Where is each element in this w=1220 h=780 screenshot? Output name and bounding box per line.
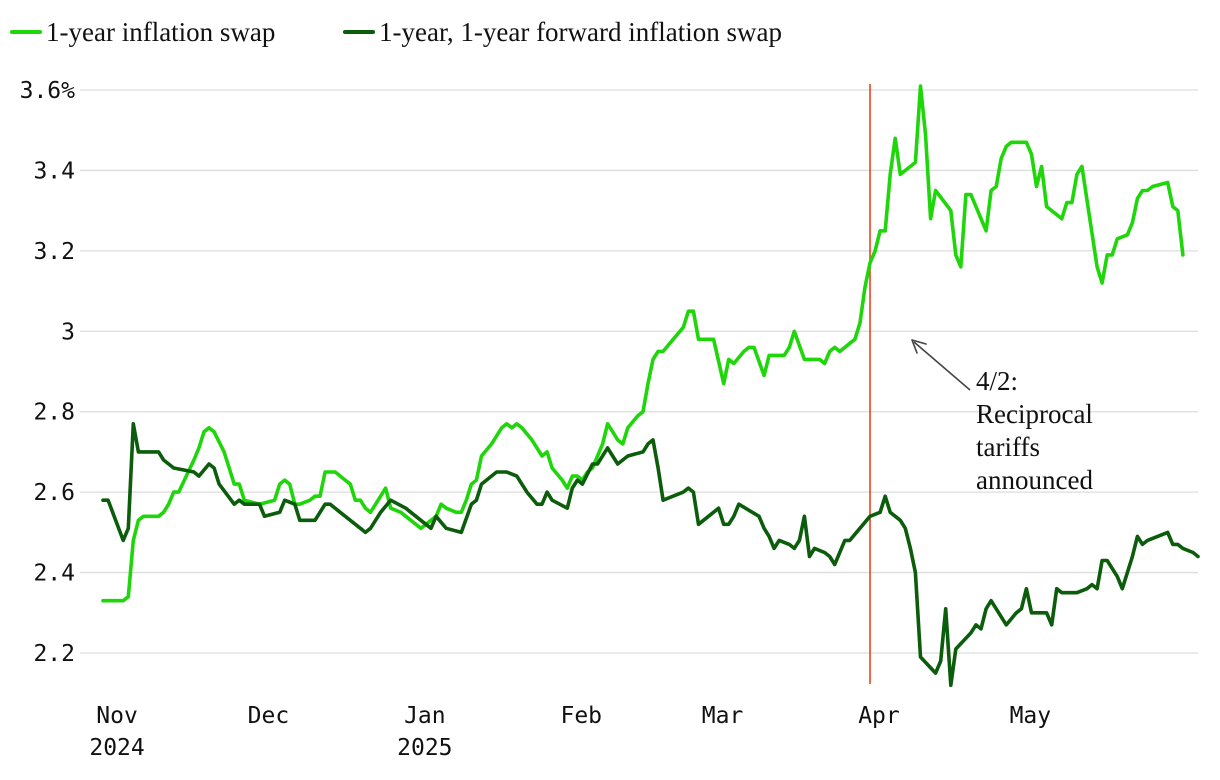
legend-label: 1-year inflation swap <box>46 17 275 47</box>
legend-label: 1-year, 1-year forward inflation swap <box>379 17 782 47</box>
y-tick-label: 3.2 <box>33 239 75 265</box>
series-1yr-1yr-forward-inflation-swap-line <box>101 422 1200 687</box>
series-lines <box>101 84 1200 687</box>
x-tick-year-label: 2024 <box>89 735 144 761</box>
x-tick-label: Nov <box>96 703 138 729</box>
x-tick-label: Dec <box>248 703 290 729</box>
y-tick-label: 3.4 <box>33 158 75 184</box>
y-tick-label: 2.6 <box>33 480 75 506</box>
x-axis-ticks: Nov 2024 Dec Jan 2025 Feb Mar Apr May <box>89 703 1051 761</box>
y-tick-label: 3 <box>61 319 75 345</box>
legend: 1-year inflation swap 1-year, 1-year forw… <box>10 17 782 47</box>
y-tick-label: 2.4 <box>33 561 75 587</box>
annotation-text: tariffs <box>976 432 1040 462</box>
annotation-arrowhead <box>911 339 927 354</box>
y-tick-label: 3.6% <box>20 78 76 104</box>
y-tick-label: 2.8 <box>33 400 75 426</box>
x-tick-label: Feb <box>560 703 602 729</box>
series-1yr-inflation-swap-line <box>101 84 1185 603</box>
x-tick-label: Apr <box>858 703 900 729</box>
annotation-text: Reciprocal <box>976 399 1093 429</box>
y-axis-ticks: 3.6% 3.4 3.2 3 2.8 2.6 2.4 2.2 <box>20 78 76 667</box>
annotation-text: 4/2: <box>976 366 1018 396</box>
annotation-text: announced <box>976 465 1093 495</box>
x-tick-label: Jan <box>404 703 446 729</box>
y-tick-label: 2.2 <box>33 641 75 667</box>
annotation-arrow <box>913 341 971 391</box>
x-tick-label: Mar <box>702 703 744 729</box>
x-tick-year-label: 2025 <box>397 735 452 761</box>
gridlines <box>80 89 1198 654</box>
x-tick-label: May <box>1010 703 1052 729</box>
